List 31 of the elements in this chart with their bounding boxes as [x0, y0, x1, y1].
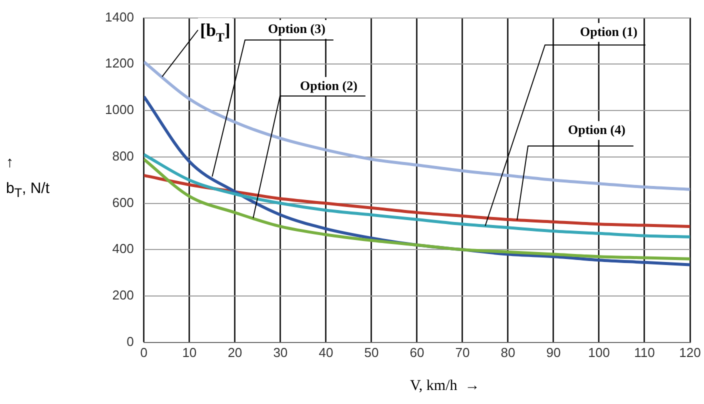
- y-tick-label: 200: [112, 288, 134, 303]
- line-series: [144, 174, 690, 228]
- text: Option (1): [580, 24, 638, 39]
- y-tick-label: 1400: [105, 9, 134, 24]
- text: Option (4): [568, 122, 626, 137]
- x-tick-label: 40: [318, 344, 334, 360]
- text: Option (2): [300, 78, 358, 93]
- x-tick-label: 80: [500, 344, 516, 360]
- y-tick-label: 600: [112, 194, 134, 210]
- line-series: [144, 153, 690, 238]
- y-tick-label: 0: [126, 334, 134, 349]
- text: Option (3): [268, 21, 326, 36]
- x-tick-label: 0: [140, 344, 148, 360]
- y-tick-label: 800: [112, 148, 134, 164]
- x-tick-label: 120: [679, 344, 701, 360]
- x-tick-label: 10: [182, 344, 197, 360]
- x-tick-label: 50: [364, 344, 379, 360]
- line-series: [144, 60, 690, 191]
- x-tick-label: 90: [546, 344, 561, 360]
- x-axis-title: V, km/h →: [410, 378, 480, 395]
- x-tick-label: 30: [273, 344, 288, 360]
- y-tick-label: 1000: [105, 102, 134, 118]
- x-tick-label: 60: [410, 344, 424, 360]
- line-series: [144, 158, 690, 260]
- y-tick-label: 1200: [105, 56, 134, 71]
- x-tick-label: 70: [455, 344, 470, 360]
- x-tick-label: 100: [588, 344, 610, 360]
- y-tick-label: 400: [112, 241, 134, 256]
- x-tick-label: 110: [634, 344, 655, 360]
- y-axis-title: ↑ b$_{T}$, N/t: [6, 153, 50, 202]
- x-tick-label: 20: [228, 344, 242, 360]
